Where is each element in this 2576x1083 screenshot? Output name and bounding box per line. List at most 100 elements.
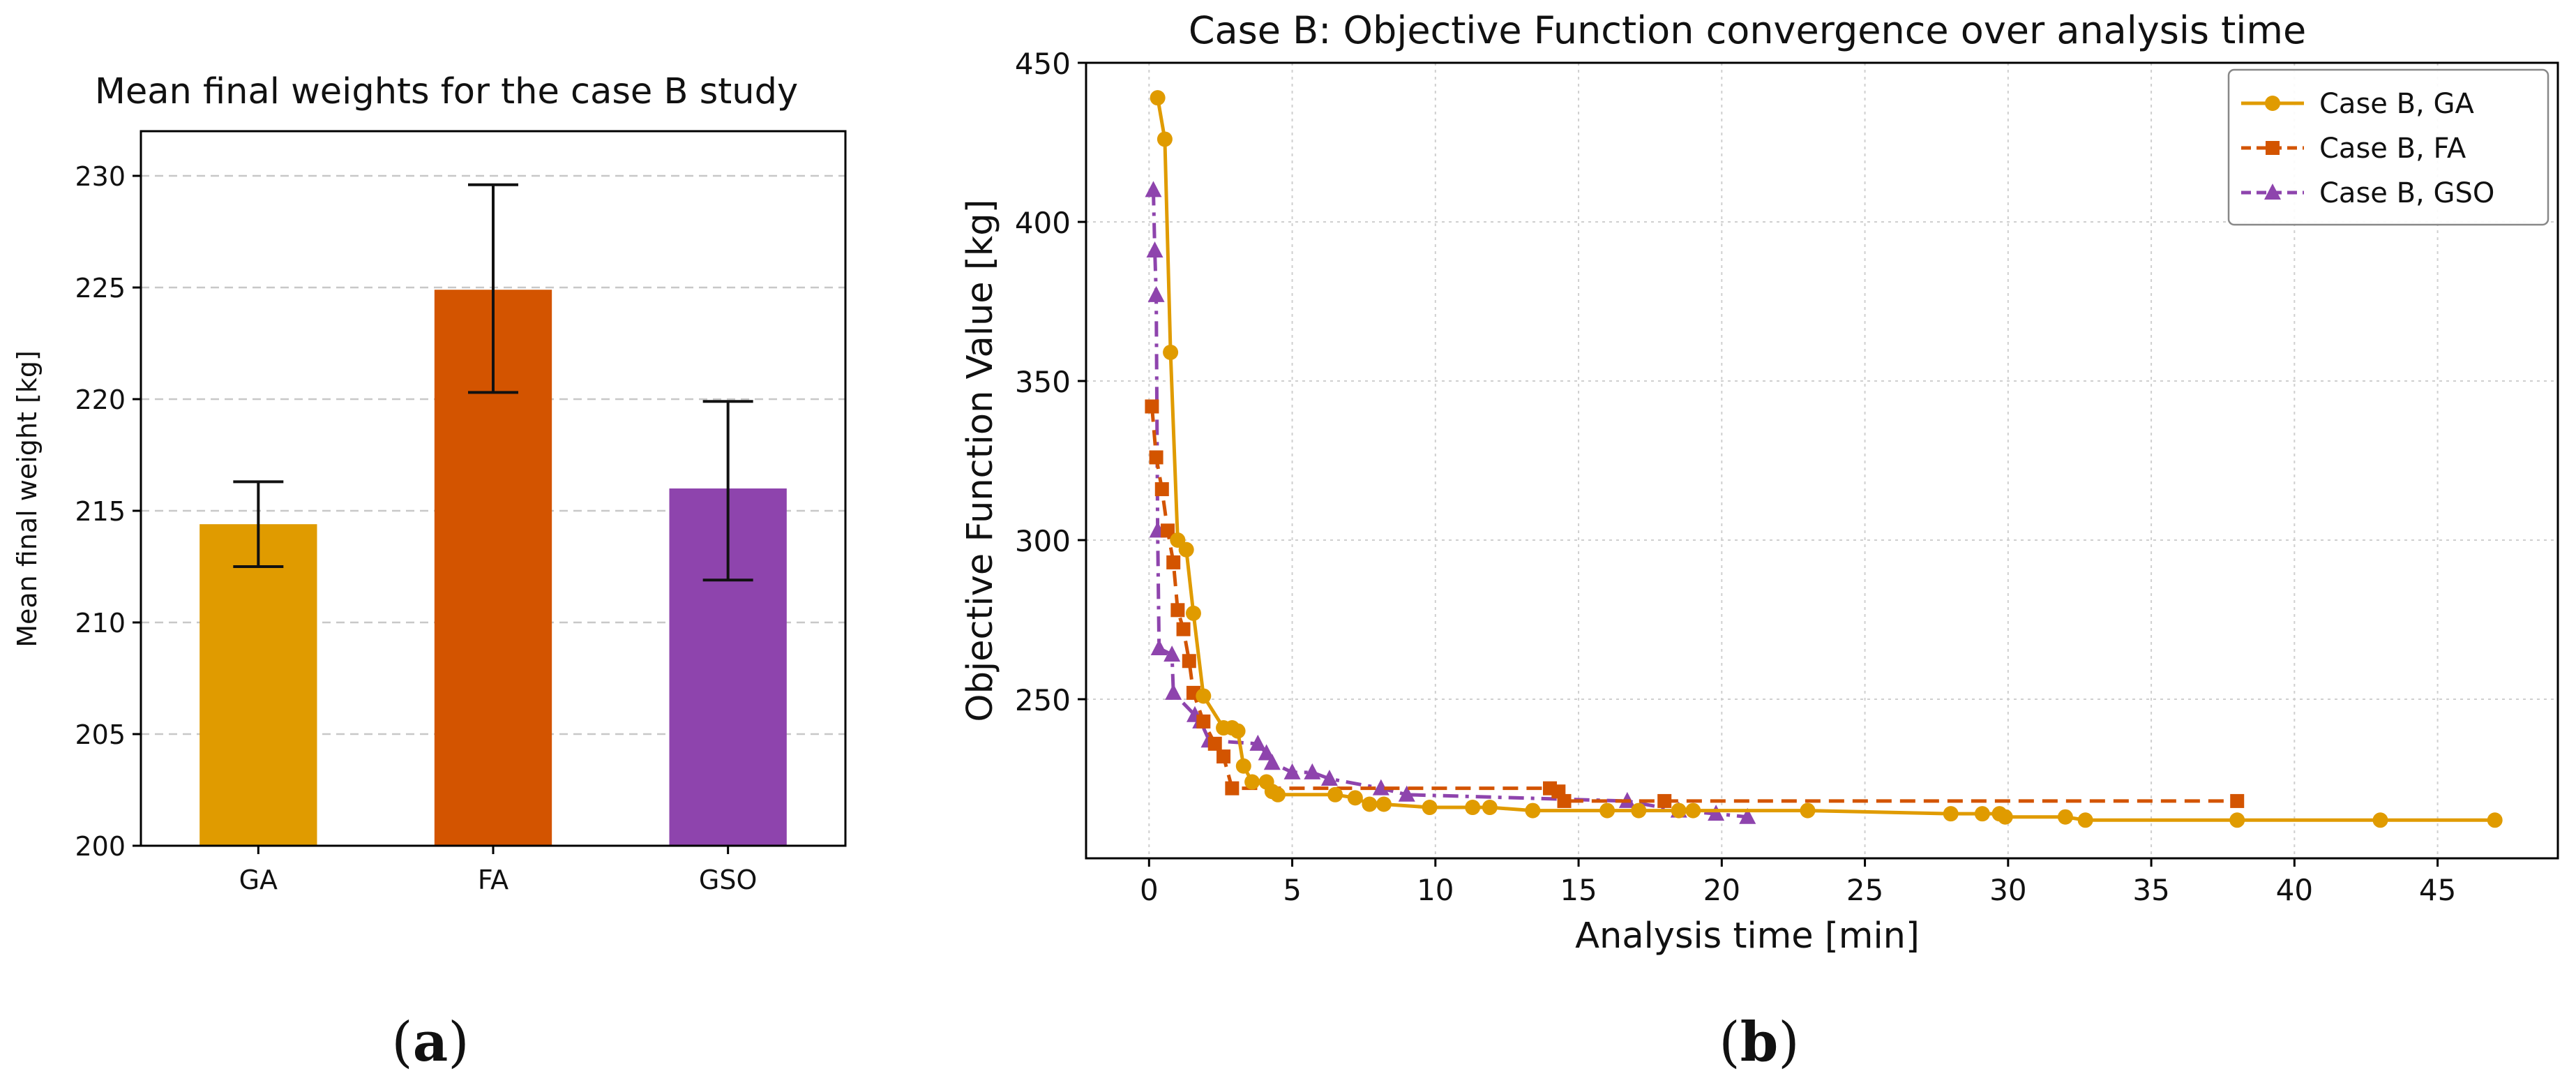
chart-b-data-point [1465,800,1481,816]
chart-b-legend-swatch-marker [2265,96,2280,111]
chart-b-data-point [1182,654,1196,669]
chart-b-data-point [1327,786,1343,802]
chart-b-data-point [1258,744,1275,761]
chart-b-x-tick-label: 5 [1283,873,1302,907]
chart-b-x-tick-label: 40 [2276,873,2313,907]
chart-a-y-tick-label: 220 [75,384,126,415]
chart-b-data-point [1376,796,1392,812]
chart-b-data-point [2230,793,2245,808]
chart-a-y-tick-label: 230 [75,161,126,192]
chart-b-series [1145,90,2503,828]
chart-a-x-tick-label: FA [478,865,509,895]
chart-b-data-point [1235,758,1251,774]
chart-b-data-point [1599,802,1615,819]
chart-b-data-point [1304,763,1321,779]
chart-a-y-axis-label: Mean final weight [kg] [12,350,43,648]
chart-a-title: Mean final weights for the case B study [95,71,798,112]
chart-b-data-point [1244,774,1260,790]
chart-b-legend-label: Case B, GA [2319,88,2474,120]
chart-b-data-point [1160,523,1175,538]
chart-b-legend-label: Case B, FA [2319,133,2466,165]
chart-b-data-point [1347,790,1363,806]
chart-b-data-point [1154,482,1169,497]
chart-b-data-point [1372,779,1389,796]
chart-a-y-tick-label: 210 [75,608,126,638]
chart-b-data-point [1943,806,1959,822]
chart-b-data-point [1150,639,1168,656]
chart-b-data-point [2487,812,2503,828]
chart-b-x-tick-label: 45 [2419,873,2456,907]
line-chart: Case B: Objective Function convergence o… [960,8,2559,957]
chart-b-data-point [1482,800,1498,816]
chart-b-data-point [1147,285,1165,302]
chart-b-data-point [1997,809,2013,825]
chart-b-data-point [2229,812,2245,828]
panel-label-a: (a) [391,1010,469,1074]
chart-b-x-ticks: 0 5 10 15 20 25 30 35 40 45 [1140,858,2456,907]
chart-b-x-tick-label: 20 [1703,873,1740,907]
chart-b-data-point [1739,807,1756,824]
chart-b-data-point [1225,781,1240,796]
chart-b-x-tick-label: 15 [1560,873,1597,907]
chart-a-y-tick-label: 205 [75,719,126,750]
chart-b-data-point [1170,603,1185,618]
chart-b-data-point [1166,555,1181,569]
chart-b-data-point [1150,90,1166,106]
chart-b-data-point [1163,645,1181,662]
chart-b-data-point [2077,812,2093,828]
chart-b-x-axis-label: Analysis time [min] [1575,916,1920,957]
chart-b-legend: Case B, GA Case B, FA Case B, GSO [2227,68,2549,226]
chart-a-y-ticks: 200 205 210 215 220 225 230 [75,161,141,862]
chart-b-data-point [1146,241,1163,258]
chart-a-x-ticks: GA FA GSO [239,846,757,895]
chart-b-legend-swatch-marker [2264,184,2281,200]
chart-b-title: Case B: Objective Function convergence o… [1189,8,2306,52]
chart-b-data-point [1163,344,1179,360]
chart-b-plot-frame [1085,61,2559,860]
chart-b-data-point [1157,131,1173,147]
chart-a-error-bars [233,183,753,582]
chart-b-data-point [1196,688,1212,704]
chart-b-data-point [1217,749,1231,764]
chart-a-y-tick-label: 200 [75,831,126,862]
chart-b-data-point [1685,802,1701,819]
chart-a-y-tick-label: 215 [75,496,126,527]
chart-b-data-point [1249,734,1267,751]
chart-b-data-point [1320,770,1338,786]
chart-b-data-point [1974,806,1990,822]
chart-b-data-point [1196,714,1211,729]
chart-b-data-point [1145,181,1162,197]
chart-b-data-point [1149,450,1163,465]
chart-b-x-tick-label: 25 [1846,873,1883,907]
chart-b-data-point [1631,802,1647,819]
chart-b-data-point [1657,793,1672,808]
chart-a-y-tick-label: 225 [75,273,126,304]
chart-b-data-point [2372,812,2388,828]
chart-b-data-point [1145,399,1159,414]
chart-b-data-point [1800,802,1816,819]
chart-b-data-point [1422,800,1438,816]
chart-b-data-point [1557,793,1572,808]
chart-b-data-point [1362,796,1378,812]
chart-b-data-point [1165,683,1182,700]
bar-chart: Mean final weights for the case B study … [12,71,847,895]
chart-b-y-tick-label: 400 [1015,206,1071,240]
chart-b-data-point [1176,622,1191,636]
chart-b-legend-swatch-marker [2266,141,2280,155]
chart-b-data-point [2057,809,2073,825]
chart-b-y-tick-label: 250 [1015,683,1071,717]
panel-label-b: (b) [1719,1010,1799,1074]
chart-b-y-tick-label: 450 [1015,47,1071,81]
chart-b-x-tick-label: 10 [1417,873,1454,907]
chart-b-data-point [1207,736,1222,751]
chart-a-x-tick-label: GSO [699,865,757,895]
chart-b-x-tick-label: 30 [1989,873,2026,907]
chart-a-x-tick-label: GA [239,865,278,895]
chart-b-data-point [1398,785,1415,802]
chart-b-x-tick-label: 0 [1140,873,1159,907]
chart-b-legend-label: Case B, GSO [2319,177,2494,209]
chart-b-data-point [1230,723,1246,739]
chart-b-data-point [1525,802,1541,819]
